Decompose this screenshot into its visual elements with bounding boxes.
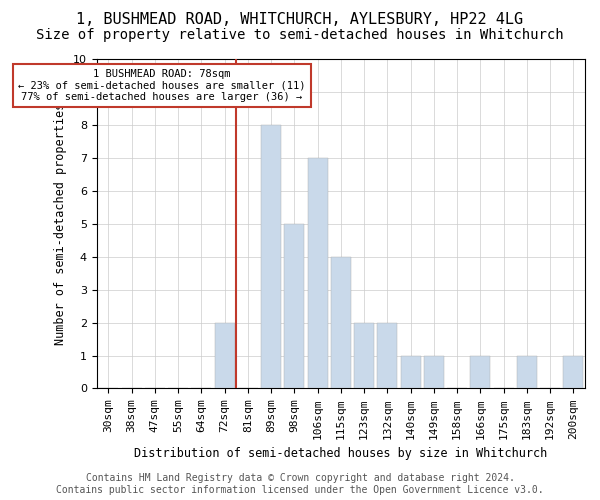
Text: 1, BUSHMEAD ROAD, WHITCHURCH, AYLESBURY, HP22 4LG: 1, BUSHMEAD ROAD, WHITCHURCH, AYLESBURY,… <box>76 12 524 28</box>
Bar <box>331 256 351 388</box>
Text: 1 BUSHMEAD ROAD: 78sqm
← 23% of semi-detached houses are smaller (11)
77% of sem: 1 BUSHMEAD ROAD: 78sqm ← 23% of semi-det… <box>18 69 305 102</box>
Bar <box>261 125 281 388</box>
Bar <box>377 322 397 388</box>
X-axis label: Distribution of semi-detached houses by size in Whitchurch: Distribution of semi-detached houses by … <box>134 447 548 460</box>
Bar <box>517 356 537 388</box>
Bar <box>354 322 374 388</box>
Bar <box>215 322 235 388</box>
Y-axis label: Number of semi-detached properties: Number of semi-detached properties <box>55 102 67 345</box>
Text: Contains HM Land Registry data © Crown copyright and database right 2024.
Contai: Contains HM Land Registry data © Crown c… <box>56 474 544 495</box>
Bar <box>401 356 421 388</box>
Bar <box>470 356 490 388</box>
Bar <box>424 356 444 388</box>
Bar <box>563 356 583 388</box>
Bar <box>284 224 304 388</box>
Text: Size of property relative to semi-detached houses in Whitchurch: Size of property relative to semi-detach… <box>36 28 564 42</box>
Bar <box>308 158 328 388</box>
